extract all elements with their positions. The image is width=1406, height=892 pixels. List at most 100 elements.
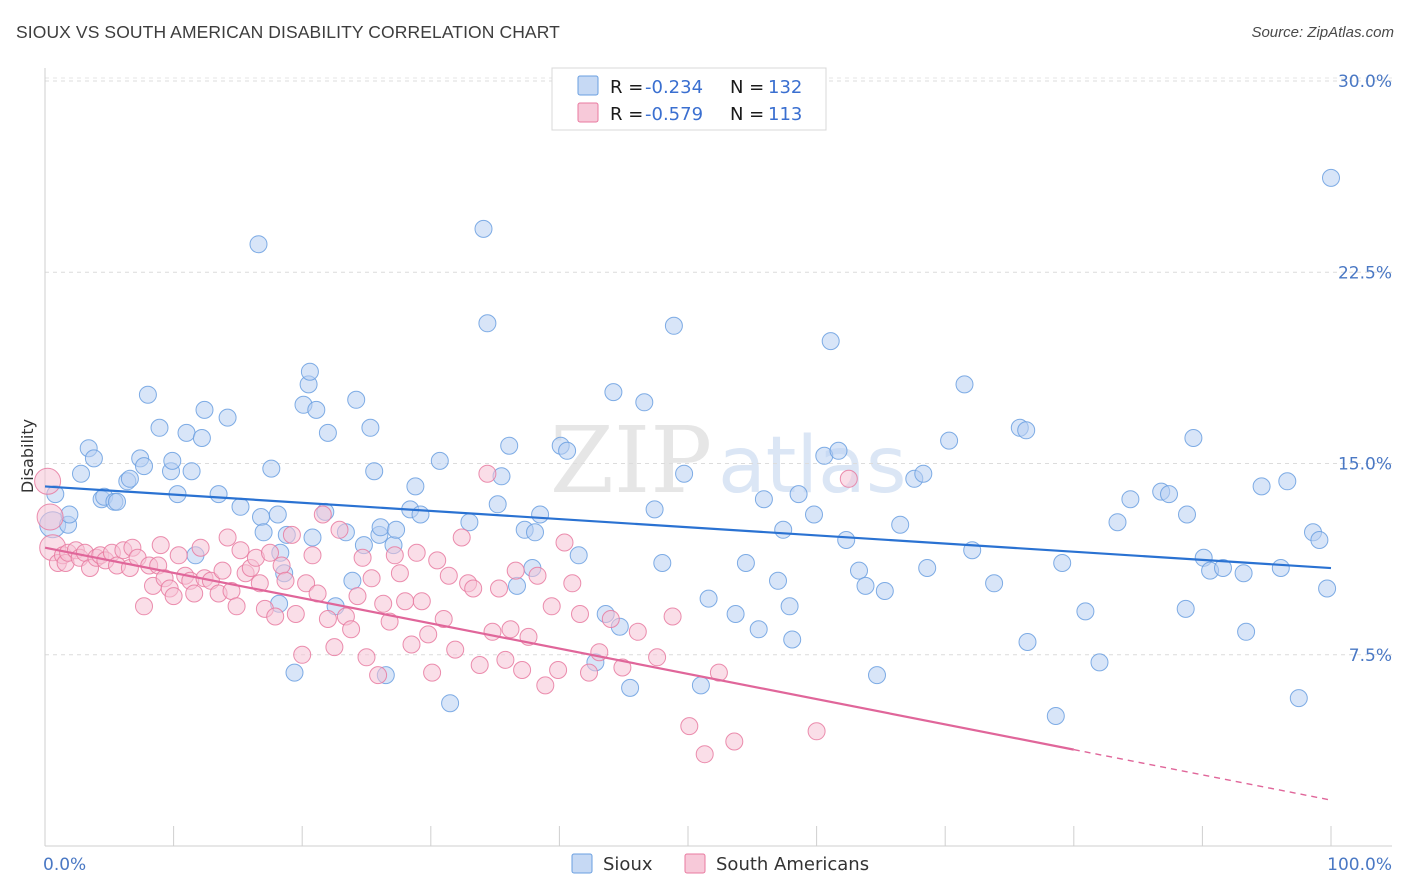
legend-bottom-swatch-south (684, 853, 706, 874)
watermark: ZIP atlas (550, 407, 907, 514)
sioux-point (182, 462, 201, 481)
south-american-point (34, 467, 62, 495)
south-american-point (412, 592, 431, 611)
sioux-point (664, 316, 683, 335)
south-american-point (303, 546, 322, 565)
sioux-point (300, 362, 319, 381)
chart-source: Source: ZipAtlas.com (1251, 24, 1394, 41)
sioux-point (774, 520, 793, 539)
sioux-point (1318, 579, 1337, 598)
south-american-point (501, 620, 520, 639)
south-american-point (390, 564, 409, 583)
sioux-point (691, 676, 710, 695)
legend-r-label-sioux: R = (610, 77, 643, 98)
sioux-point (1278, 472, 1297, 491)
south-american-point (362, 569, 381, 588)
south-american-point (563, 574, 582, 593)
sioux-point (789, 485, 808, 504)
sioux-point (441, 694, 460, 713)
sioux-point (569, 546, 588, 565)
x-tick-label-max: 100.0% (1327, 855, 1392, 875)
south-american-point (613, 658, 632, 677)
legend-top: R = -0.234 N = 132 R = -0.579 N = 113 (551, 67, 827, 131)
south-american-point (496, 650, 515, 669)
south-american-point (407, 543, 426, 562)
south-american-point (318, 610, 337, 628)
sioux-point (829, 441, 848, 460)
sioux-point (940, 431, 959, 450)
south-american-point (135, 597, 153, 616)
sioux-point (736, 554, 755, 572)
sioux-point (955, 375, 974, 394)
x-ticks (44, 826, 1332, 846)
sioux-point (120, 469, 139, 488)
south-american-point (266, 607, 285, 626)
south-american-point (513, 661, 532, 679)
sioux-point (1252, 477, 1271, 496)
legend-bottom-label-south: South Americans (716, 854, 869, 875)
sioux-point (1310, 531, 1329, 549)
sioux-point (84, 449, 103, 468)
sioux-point (891, 515, 910, 534)
sioux-point (985, 574, 1004, 593)
sioux-point (108, 492, 126, 511)
south-american-point (227, 597, 246, 616)
sioux-point (500, 436, 519, 455)
legend-bottom: Sioux South Americans (571, 853, 869, 875)
south-american-point (250, 574, 269, 593)
sioux-point (252, 508, 270, 526)
sioux-point (805, 505, 823, 524)
south-american-point (470, 656, 489, 674)
south-american-point (313, 505, 332, 524)
sioux-point (262, 459, 281, 478)
sioux-point (1237, 622, 1256, 641)
south-american-point (423, 663, 442, 682)
sioux-point (1160, 485, 1178, 504)
south-american-point (542, 597, 561, 616)
sioux-point (508, 576, 526, 595)
sioux-point (460, 513, 479, 532)
sioux-point (558, 441, 577, 460)
sioux-point (150, 418, 169, 437)
y-tick-label: 22.5% (1338, 263, 1392, 283)
sioux-point (918, 559, 937, 577)
sioux-point (268, 505, 287, 524)
south-american-point (648, 648, 667, 667)
sioux-point (218, 408, 237, 427)
sioux-point (914, 464, 933, 483)
sioux-point (635, 393, 654, 412)
sioux-point (1053, 554, 1072, 572)
sioux-point (653, 554, 672, 572)
data-points (34, 168, 1340, 764)
legend-swatch-sioux (577, 75, 599, 96)
y-tick-label: 7.5% (1349, 646, 1392, 666)
sioux-point (837, 531, 856, 549)
south-american-point (490, 579, 508, 598)
sioux-point (163, 451, 182, 470)
south-american-point (428, 551, 447, 570)
sioux-point (754, 490, 773, 509)
trend-line-extension (1073, 748, 1332, 801)
sioux-point (254, 523, 273, 542)
sioux-point (285, 663, 304, 682)
sioux-point (749, 620, 768, 639)
south-american-point (528, 566, 547, 585)
sioux-point (430, 451, 449, 470)
sioux-point (60, 505, 79, 524)
sioux-point (1076, 602, 1095, 621)
legend-r-label-south: R = (610, 104, 643, 125)
south-american-point (151, 536, 170, 555)
south-american-point (282, 525, 301, 544)
sioux-point (209, 485, 228, 504)
sioux-point (1018, 633, 1037, 651)
south-american-point (374, 594, 393, 613)
south-american-point (725, 732, 744, 751)
legend-bottom-swatch-sioux (571, 853, 593, 874)
sioux-point (856, 576, 875, 595)
south-american-point (164, 587, 183, 606)
sioux-point (726, 605, 745, 623)
south-american-point (286, 605, 305, 623)
south-american-point (218, 528, 237, 547)
trend-line (44, 485, 1332, 570)
south-american-point (348, 587, 367, 606)
